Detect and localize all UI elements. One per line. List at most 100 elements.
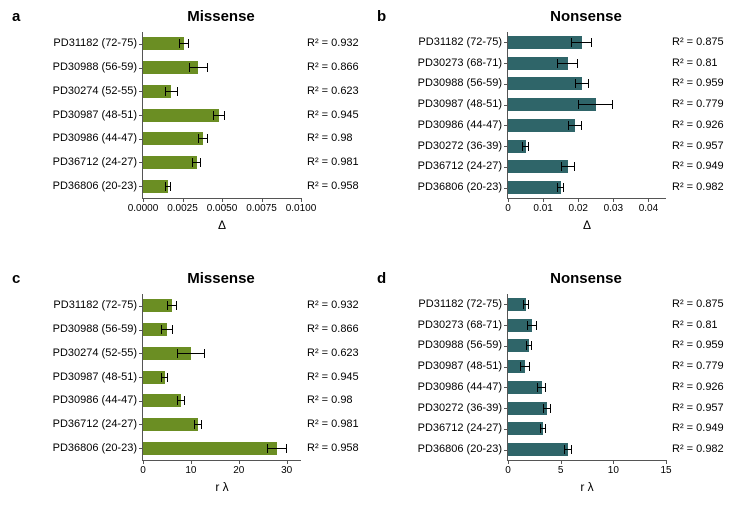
x-tick-label: 0.03 bbox=[604, 203, 623, 214]
x-tick bbox=[508, 460, 509, 464]
r2-label: R² = 0.945 bbox=[307, 371, 359, 384]
x-tick bbox=[648, 198, 649, 202]
bar bbox=[508, 160, 568, 173]
category-label: PD36712 (24-27) bbox=[418, 160, 502, 173]
error-bar bbox=[189, 61, 208, 74]
category-label: PD30274 (52-55) bbox=[53, 347, 137, 360]
category-label: PD30986 (44-47) bbox=[418, 119, 502, 132]
error-bar bbox=[161, 323, 172, 336]
bar bbox=[508, 422, 543, 435]
r2-label: R² = 0.957 bbox=[672, 402, 724, 415]
r2-label: R² = 0.926 bbox=[672, 381, 724, 394]
category-label: PD36712 (24-27) bbox=[53, 156, 137, 169]
plot-area: PD31182 (72-75)R² = 0.875PD30273 (68-71)… bbox=[507, 32, 666, 199]
error-bar bbox=[161, 371, 169, 384]
error-bar bbox=[522, 140, 529, 153]
bar bbox=[143, 132, 203, 145]
category-label: PD30273 (68-71) bbox=[418, 57, 502, 70]
category-label: PD31182 (72-75) bbox=[53, 37, 137, 50]
r2-label: R² = 0.981 bbox=[307, 418, 359, 431]
category-label: PD30272 (36-39) bbox=[418, 402, 502, 415]
r2-label: R² = 0.875 bbox=[672, 298, 724, 311]
x-tick bbox=[239, 460, 240, 464]
panel-label: b bbox=[377, 8, 386, 25]
r2-label: R² = 0.98 bbox=[307, 394, 353, 407]
r2-label: R² = 0.957 bbox=[672, 140, 724, 153]
r2-label: R² = 0.982 bbox=[672, 181, 724, 194]
x-tick-label: 0.0025 bbox=[167, 203, 198, 214]
error-bar bbox=[177, 394, 185, 407]
error-bar bbox=[198, 132, 207, 145]
x-tick-label: 15 bbox=[660, 465, 671, 476]
bar bbox=[143, 156, 197, 169]
error-bar bbox=[194, 418, 202, 431]
x-tick-label: 0.0100 bbox=[286, 203, 317, 214]
bar bbox=[143, 109, 219, 122]
r2-label: R² = 0.866 bbox=[307, 61, 359, 74]
x-tick bbox=[666, 460, 667, 464]
error-bar bbox=[177, 347, 206, 360]
x-tick-label: 10 bbox=[185, 465, 196, 476]
r2-label: R² = 0.98 bbox=[307, 132, 353, 145]
error-bar bbox=[564, 443, 572, 456]
error-bar bbox=[179, 37, 188, 50]
x-axis-title: Δ bbox=[583, 218, 591, 232]
r2-label: R² = 0.958 bbox=[307, 442, 359, 455]
error-bar bbox=[526, 339, 532, 352]
bar bbox=[143, 37, 184, 50]
category-label: PD30273 (68-71) bbox=[418, 319, 502, 332]
x-tick bbox=[183, 198, 184, 202]
r2-label: R² = 0.959 bbox=[672, 339, 724, 352]
r2-label: R² = 0.949 bbox=[672, 422, 724, 435]
panel-d: dNonsensePD31182 (72-75)R² = 0.875PD3027… bbox=[395, 270, 735, 500]
error-bar bbox=[165, 180, 171, 193]
x-axis-title: r λ bbox=[580, 480, 593, 494]
x-tick bbox=[613, 460, 614, 464]
error-bar bbox=[192, 156, 201, 169]
x-tick-label: 0.0000 bbox=[128, 203, 159, 214]
bar bbox=[508, 402, 547, 415]
r2-label: R² = 0.958 bbox=[307, 180, 359, 193]
r2-label: R² = 0.932 bbox=[307, 299, 359, 312]
x-tick bbox=[508, 198, 509, 202]
category-label: PD30986 (44-47) bbox=[53, 132, 137, 145]
category-label: PD36806 (20-23) bbox=[418, 443, 502, 456]
figure: { "layout": { "figure_w": 750, "figure_h… bbox=[0, 0, 750, 525]
bar bbox=[508, 77, 582, 90]
x-tick-label: 0.0075 bbox=[246, 203, 277, 214]
r2-label: R² = 0.932 bbox=[307, 37, 359, 50]
r2-label: R² = 0.981 bbox=[307, 156, 359, 169]
error-bar bbox=[543, 402, 551, 415]
x-tick-label: 0 bbox=[505, 465, 511, 476]
r2-label: R² = 0.926 bbox=[672, 119, 724, 132]
category-label: PD30987 (48-51) bbox=[418, 360, 502, 373]
r2-label: R² = 0.959 bbox=[672, 77, 724, 90]
category-label: PD30987 (48-51) bbox=[418, 98, 502, 111]
category-label: PD30988 (56-59) bbox=[418, 339, 502, 352]
x-tick bbox=[222, 198, 223, 202]
category-label: PD30988 (56-59) bbox=[53, 61, 137, 74]
category-label: PD31182 (72-75) bbox=[418, 298, 502, 311]
x-tick bbox=[301, 198, 302, 202]
category-label: PD36806 (20-23) bbox=[53, 442, 137, 455]
x-tick-label: 0.0050 bbox=[207, 203, 238, 214]
bar bbox=[508, 181, 561, 194]
error-bar bbox=[267, 442, 286, 455]
panel-title: Missense bbox=[142, 270, 300, 287]
x-tick bbox=[191, 460, 192, 464]
panel-label: c bbox=[12, 270, 20, 287]
r2-label: R² = 0.623 bbox=[307, 85, 359, 98]
r2-label: R² = 0.623 bbox=[307, 347, 359, 360]
plot-area: PD31182 (72-75)R² = 0.932PD30988 (56-59)… bbox=[142, 32, 301, 199]
error-bar bbox=[578, 98, 613, 111]
bar bbox=[508, 119, 575, 132]
r2-label: R² = 0.875 bbox=[672, 36, 724, 49]
x-tick bbox=[561, 460, 562, 464]
error-bar bbox=[568, 119, 582, 132]
category-label: PD36806 (20-23) bbox=[53, 180, 137, 193]
panel-title: Missense bbox=[142, 8, 300, 25]
category-label: PD31182 (72-75) bbox=[53, 299, 137, 312]
category-label: PD30988 (56-59) bbox=[418, 77, 502, 90]
error-bar bbox=[167, 299, 177, 312]
category-label: PD36712 (24-27) bbox=[418, 422, 502, 435]
